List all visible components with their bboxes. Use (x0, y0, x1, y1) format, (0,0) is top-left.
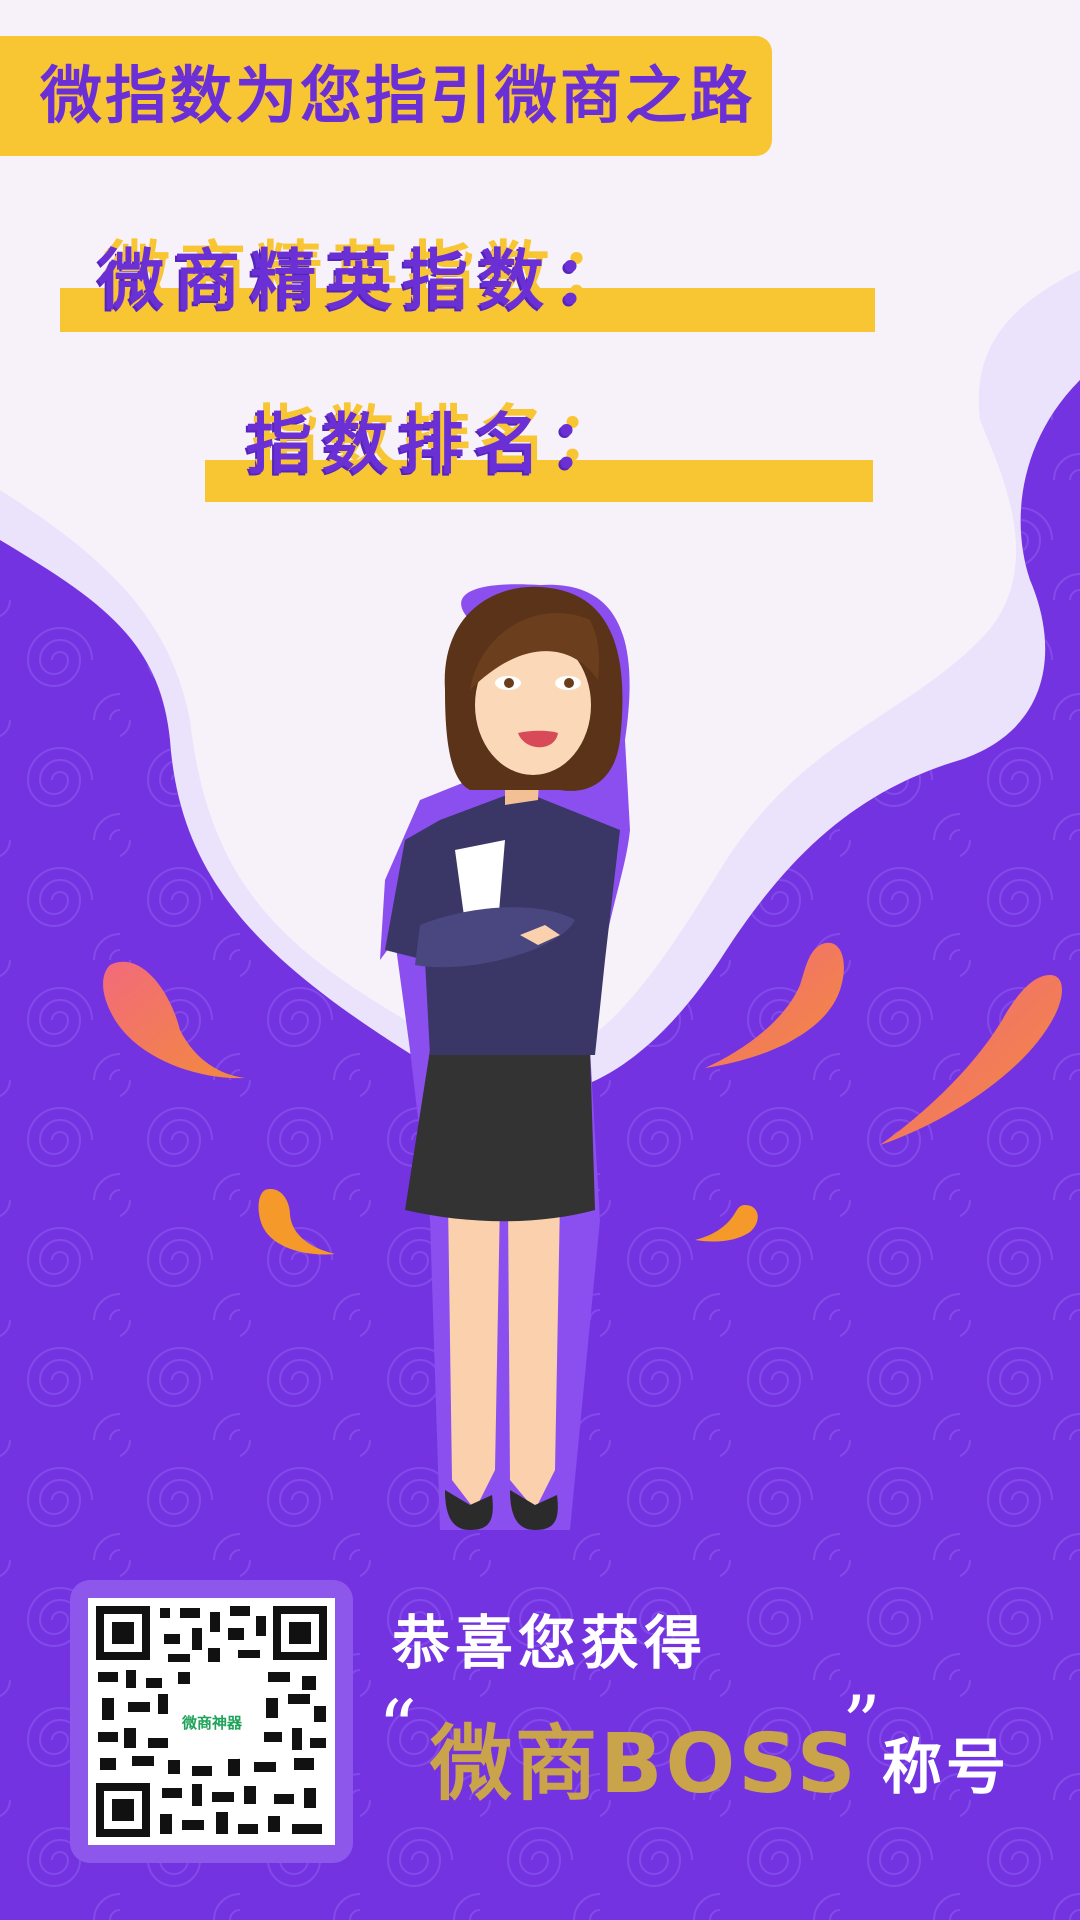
petal-right-1 (705, 942, 844, 1068)
qr-code-pattern (96, 1606, 327, 1837)
petal-right-2 (880, 975, 1062, 1145)
petal-small-left (258, 1189, 335, 1255)
title-suffix: 称号 (882, 1733, 1010, 1803)
elite-index-label: 微商精英指数： (98, 242, 630, 319)
petal-small-right (695, 1205, 758, 1242)
slogan-text: 微指数为您指引微商之路 (40, 59, 756, 132)
quote-open: “ (378, 1683, 417, 1772)
slogan-banner: 微指数为您指引微商之路 (0, 36, 772, 156)
congrats-text: 恭喜您获得 (392, 1609, 708, 1677)
qr-center-logo: 微商神器 (178, 1688, 246, 1756)
petal-left (103, 961, 246, 1079)
score-underline (60, 288, 875, 332)
award-title: 微商BOSS (430, 1717, 859, 1812)
index-rank-label: 指数排名： (246, 406, 626, 483)
quote-close: ” (842, 1679, 881, 1768)
rank-underline (205, 460, 873, 502)
qr-logo-text: 微商神器 (181, 1713, 242, 1732)
businesswoman-illustration (380, 584, 630, 1530)
